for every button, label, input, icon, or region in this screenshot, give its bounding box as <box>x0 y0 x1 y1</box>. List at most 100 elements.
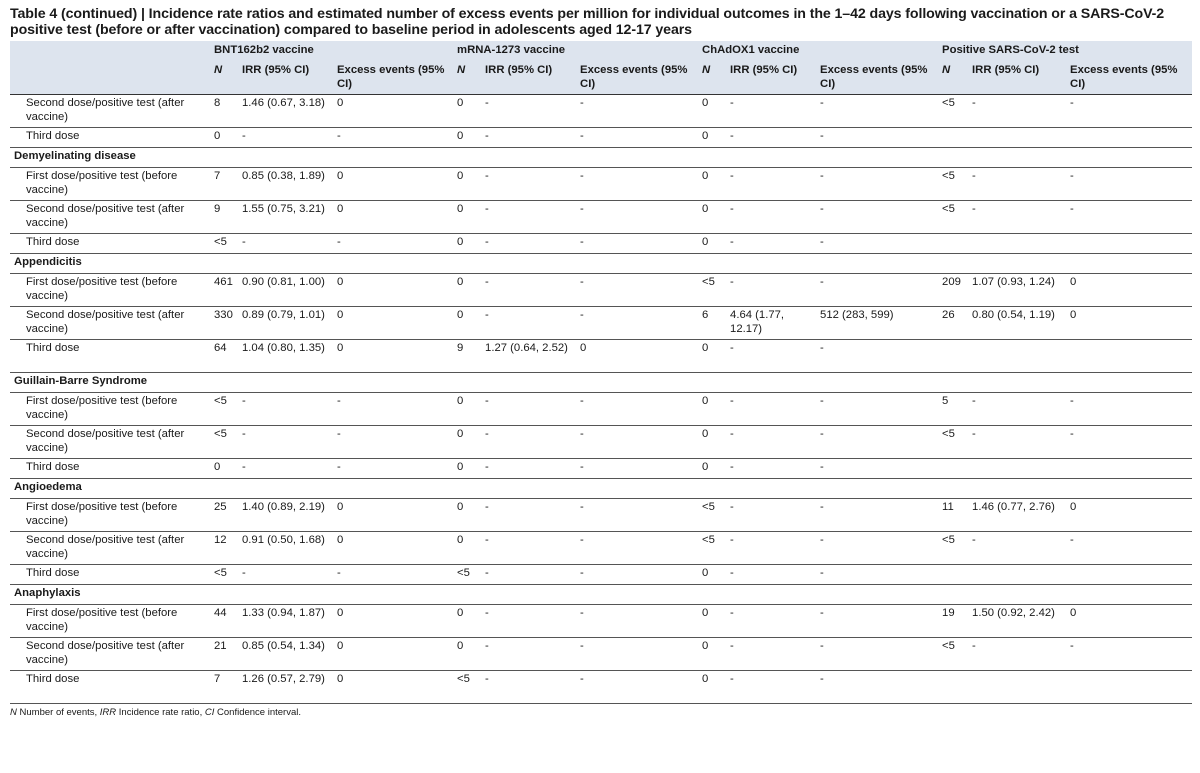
cell-mrna-n: 0 <box>453 94 482 128</box>
cell-mrna-irr: - <box>481 94 577 128</box>
cell-chadox-excess: - <box>816 392 939 426</box>
cell-chadox-excess: - <box>816 425 939 459</box>
column-header-n: N <box>453 62 482 95</box>
cell-bnt-n: 0 <box>210 127 238 148</box>
cell-mrna-irr: - <box>481 604 577 638</box>
cell-mrna-excess: - <box>576 306 699 340</box>
table-row: Second dose/positive test (after vaccine… <box>10 425 1193 459</box>
cell-chadox-n: 0 <box>698 127 727 148</box>
cell-bnt-excess: 0 <box>333 670 454 704</box>
cell-sarscov2-excess: - <box>1066 637 1193 671</box>
cell-mrna-n: <5 <box>453 564 482 585</box>
cell-chadox-n: 0 <box>698 392 727 426</box>
group-header-sarscov2: Positive SARS-CoV-2 test <box>938 41 1193 62</box>
cell-bnt-excess: 0 <box>333 339 454 373</box>
footnote-ci-text: Confidence interval. <box>214 707 301 718</box>
cell-chadox-excess: - <box>816 233 939 254</box>
cell-chadox-irr: - <box>726 273 817 307</box>
row-label: Second dose/positive test (after vaccine… <box>10 200 210 234</box>
cell-bnt-irr: 0.91 (0.50, 1.68) <box>238 531 333 565</box>
table-row: First dose/positive test (before vaccine… <box>10 273 1193 307</box>
footnote-n-text: Number of events, <box>16 707 100 718</box>
table-row: Third dose 0- -0- -0- - <box>10 458 1193 479</box>
cell-bnt-irr: 1.40 (0.89, 2.19) <box>238 498 333 532</box>
cell-bnt-n: 21 <box>210 637 238 671</box>
cell-chadox-irr: - <box>726 458 817 479</box>
cell-sarscov2-irr <box>968 458 1067 479</box>
row-label: Third dose <box>10 670 210 704</box>
cell-chadox-excess: - <box>816 564 939 585</box>
cell-chadox-excess: - <box>816 200 939 234</box>
cell-chadox-irr: - <box>726 127 817 148</box>
cell-bnt-n: 330 <box>210 306 238 340</box>
row-label: First dose/positive test (before vaccine… <box>10 273 210 307</box>
cell-sarscov2-excess <box>1066 564 1193 585</box>
row-label: First dose/positive test (before vaccine… <box>10 392 210 426</box>
column-header-irr: IRR (95% CI) <box>726 62 817 95</box>
table-row: Second dose/positive test (after vaccine… <box>10 94 1193 128</box>
cell-mrna-excess: - <box>576 498 699 532</box>
cell-mrna-excess: - <box>576 637 699 671</box>
section-label: Anaphylaxis <box>10 584 1193 605</box>
cell-bnt-irr: 1.33 (0.94, 1.87) <box>238 604 333 638</box>
cell-mrna-irr: - <box>481 127 577 148</box>
cell-sarscov2-irr: - <box>968 167 1067 201</box>
table-row: Second dose/positive test (after vaccine… <box>10 306 1193 340</box>
cell-bnt-irr: 1.04 (0.80, 1.35) <box>238 339 333 373</box>
cell-bnt-irr: 0.85 (0.38, 1.89) <box>238 167 333 201</box>
section-row: Demyelinating disease <box>10 147 1193 168</box>
cell-bnt-irr: - <box>238 392 333 426</box>
cell-mrna-excess: - <box>576 127 699 148</box>
group-header-row: BNT162b2 vaccine mRNA-1273 vaccine ChAdO… <box>10 41 1193 62</box>
row-label: Third dose <box>10 339 210 373</box>
cell-bnt-excess: 0 <box>333 306 454 340</box>
cell-bnt-irr: 1.55 (0.75, 3.21) <box>238 200 333 234</box>
column-header-excess: Excess events (95% CI) <box>816 62 939 95</box>
row-label: Second dose/positive test (after vaccine… <box>10 94 210 128</box>
cell-sarscov2-n: <5 <box>938 425 969 459</box>
row-label: Third dose <box>10 233 210 254</box>
group-header-chadox: ChAdOX1 vaccine <box>698 41 939 62</box>
cell-mrna-n: 0 <box>453 233 482 254</box>
column-header-excess: Excess events (95% CI) <box>333 62 454 95</box>
cell-mrna-excess: - <box>576 233 699 254</box>
cell-mrna-irr: - <box>481 425 577 459</box>
cell-bnt-irr: - <box>238 127 333 148</box>
table-row: Third dose 7 1.26 (0.57, 2.79) 0 <5- -0- - <box>10 670 1193 704</box>
cell-sarscov2-irr: 1.46 (0.77, 2.76) <box>968 498 1067 532</box>
group-header-bnt: BNT162b2 vaccine <box>210 41 454 62</box>
cell-chadox-n: 0 <box>698 339 727 373</box>
section-row: Appendicitis <box>10 253 1193 274</box>
cell-chadox-n: 0 <box>698 637 727 671</box>
cell-sarscov2-irr: - <box>968 531 1067 565</box>
cell-sarscov2-n <box>938 339 969 373</box>
cell-mrna-n: <5 <box>453 670 482 704</box>
cell-mrna-irr: - <box>481 498 577 532</box>
cell-mrna-excess: - <box>576 200 699 234</box>
table-row: Third dose <5- - <5- -0- - <box>10 564 1193 585</box>
cell-sarscov2-excess: 0 <box>1066 498 1193 532</box>
cell-mrna-excess: - <box>576 94 699 128</box>
cell-sarscov2-irr <box>968 127 1067 148</box>
cell-chadox-excess: - <box>816 127 939 148</box>
cell-chadox-irr: 4.64 (1.77, 12.17) <box>726 306 817 340</box>
cell-chadox-irr: - <box>726 604 817 638</box>
cell-bnt-excess: - <box>333 127 454 148</box>
table-title: Table 4 (continued) | Incidence rate rat… <box>10 6 1165 38</box>
cell-sarscov2-irr <box>968 339 1067 373</box>
cell-mrna-n: 0 <box>453 531 482 565</box>
cell-chadox-excess: - <box>816 94 939 128</box>
cell-sarscov2-n <box>938 670 969 704</box>
cell-chadox-n: 6 <box>698 306 727 340</box>
cell-chadox-n: <5 <box>698 273 727 307</box>
cell-chadox-irr: - <box>726 498 817 532</box>
cell-sarscov2-excess: 0 <box>1066 604 1193 638</box>
row-label: Third dose <box>10 564 210 585</box>
group-header-blank <box>10 41 210 62</box>
cell-mrna-n: 0 <box>453 127 482 148</box>
cell-mrna-n: 0 <box>453 200 482 234</box>
cell-sarscov2-excess: 0 <box>1066 306 1193 340</box>
cell-mrna-irr: - <box>481 564 577 585</box>
cell-chadox-excess: - <box>816 670 939 704</box>
cell-sarscov2-excess: - <box>1066 531 1193 565</box>
